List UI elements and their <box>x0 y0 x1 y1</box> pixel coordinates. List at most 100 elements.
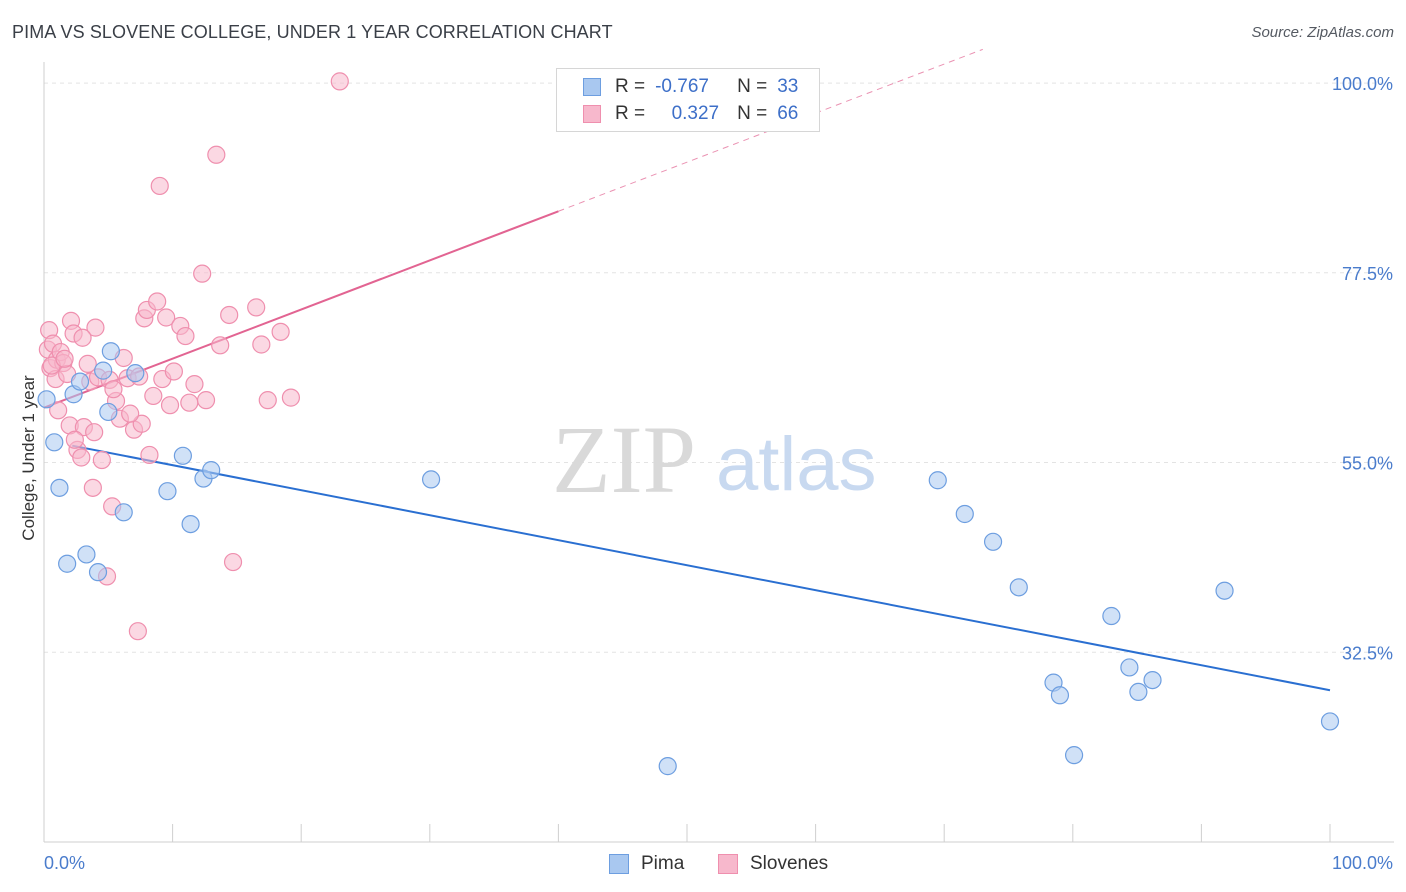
slovenes-point <box>164 362 183 381</box>
pima-point <box>158 482 177 501</box>
pima-n-label: N = <box>737 76 768 97</box>
pima-point <box>955 504 974 524</box>
watermark-zip: ZIP <box>552 406 696 513</box>
slovenes-point <box>78 354 97 373</box>
pima-point <box>94 361 113 380</box>
slovenes-point <box>92 450 111 470</box>
slovenes-swatch <box>583 105 601 123</box>
pima-point <box>58 554 77 573</box>
chart-title: PIMA VS SLOVENE COLLEGE, UNDER 1 YEAR CO… <box>12 22 613 42</box>
pima-r-label: R = <box>615 76 646 97</box>
slovenes-point <box>83 478 102 497</box>
pima-point <box>114 503 133 522</box>
slovenes-point <box>144 386 163 406</box>
pima-point <box>1009 578 1028 597</box>
pima-r-value: -0.767 <box>655 76 709 97</box>
pima-point <box>421 470 441 489</box>
trend-lines <box>43 48 1331 692</box>
x-tick-label: 0.0% <box>44 853 85 873</box>
watermark: ZIP atlas <box>552 406 877 513</box>
legend-row-pima: R = -0.767 N = 33 <box>583 75 798 99</box>
bottom-slovenes-swatch <box>718 854 738 874</box>
bottom-slovenes-label: Slovenes <box>750 853 829 874</box>
slovenes-point <box>258 391 277 410</box>
bottom-legend-slovenes: Slovenes <box>718 852 828 876</box>
pima-point <box>173 446 192 465</box>
bottom-legend-pima: Pima <box>609 852 684 876</box>
pima-point <box>928 471 947 490</box>
pima-point <box>126 364 145 383</box>
legend-row-slovenes: R = 0.327 N = 66 <box>583 102 798 126</box>
slovenes-point <box>49 401 68 420</box>
pima-point <box>101 342 120 361</box>
grid-lines <box>44 82 1394 653</box>
pima-point <box>50 478 69 497</box>
slovenes-point <box>121 404 140 423</box>
slovenes-point <box>148 292 167 311</box>
slovenes-r-value: 0.327 <box>671 103 720 124</box>
slovenes-point <box>220 305 239 325</box>
pima-point <box>77 545 96 564</box>
slovenes-point <box>140 445 159 465</box>
slovenes-point <box>330 72 349 91</box>
slovenes-point <box>65 430 84 449</box>
pima-point <box>88 563 108 582</box>
pima-swatch <box>583 78 601 96</box>
slovenes-point <box>180 393 199 412</box>
pima-point <box>70 372 90 391</box>
slovenes-n-value: 66 <box>777 103 799 124</box>
stats-legend: R = -0.767 N = 33 R = 0.327 N = 66 <box>556 68 820 132</box>
pima-point <box>202 461 221 480</box>
slovenes-point <box>73 328 92 347</box>
slovenes-point <box>211 336 230 355</box>
slovenes-point <box>160 396 180 415</box>
slovenes-point <box>252 335 271 354</box>
data-points <box>37 72 1340 776</box>
slovenes-point <box>271 322 290 341</box>
slovenes-point <box>55 349 74 368</box>
pima-n-value: 33 <box>777 76 799 97</box>
slovenes-n-label: N = <box>737 103 768 124</box>
pima-point <box>1064 746 1084 765</box>
slovenes-point <box>150 176 169 196</box>
slovenes-point <box>85 423 104 442</box>
slovenes-point <box>104 380 123 399</box>
y-axis-label: College, Under 1 year <box>19 375 38 541</box>
axes <box>43 62 1394 843</box>
pima-point <box>1050 686 1070 705</box>
slovenes-point <box>281 388 301 407</box>
pima-point <box>1320 712 1340 731</box>
slovenes-point <box>196 391 216 410</box>
pima-point <box>1129 682 1148 702</box>
pima-point <box>983 532 1003 551</box>
bottom-pima-swatch <box>609 854 629 874</box>
slovenes-point <box>128 622 147 641</box>
source-credit: Source: ZipAtlas.com <box>1251 24 1394 41</box>
pima-point <box>45 433 64 452</box>
slovenes-point <box>185 375 204 394</box>
pima-point <box>1102 606 1121 626</box>
slovenes-point <box>247 298 266 317</box>
pima-point <box>1143 670 1162 690</box>
slovenes-point <box>176 326 195 346</box>
pima-point <box>181 514 200 534</box>
pima-trend-line <box>72 444 1331 692</box>
pima-point <box>99 402 118 422</box>
slovenes-point <box>132 414 151 433</box>
slovenes-r-label: R = <box>615 103 646 124</box>
pima-point <box>37 390 56 409</box>
slovenes-trend-extension <box>558 48 983 212</box>
slovenes-point <box>86 318 105 337</box>
pima-point <box>1120 658 1139 677</box>
slovenes-point <box>207 145 226 164</box>
y-tick-label: 77.5% <box>1342 264 1393 284</box>
pima-point <box>658 757 677 776</box>
tick-labels: 32.5% 55.0% 77.5% 100.0% 0.0% 100.0% <box>44 74 1393 873</box>
x-tick-label: 100.0% <box>1332 853 1393 873</box>
slovenes-point <box>72 448 91 467</box>
slovenes-point <box>193 264 212 283</box>
slovenes-point <box>223 552 243 572</box>
bottom-pima-label: Pima <box>641 853 685 874</box>
y-tick-label: 55.0% <box>1342 454 1393 474</box>
